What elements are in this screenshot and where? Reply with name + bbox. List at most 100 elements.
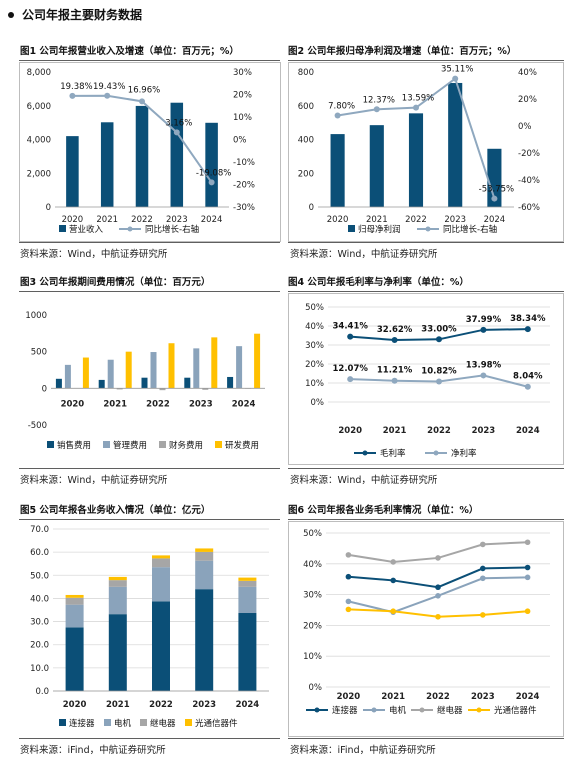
bar-segment xyxy=(152,555,170,559)
data-label: 19.38% xyxy=(60,82,92,92)
line-point xyxy=(390,577,396,584)
line-point xyxy=(413,104,419,111)
fig3-title-rule xyxy=(19,291,280,292)
y-tick-label: 50% xyxy=(305,303,324,313)
bar xyxy=(487,148,502,207)
y-tick-label: 60.0 xyxy=(30,548,49,558)
x-tick-label: 2020 xyxy=(327,215,349,225)
legend-label: 继电器 xyxy=(150,718,176,729)
y-tick-label: 0 xyxy=(42,384,47,394)
y2-tick-label: -10% xyxy=(233,158,255,168)
x-tick-label: 2024 xyxy=(232,399,256,409)
y-tick-label: 30% xyxy=(305,341,324,351)
data-label: 35.11% xyxy=(441,65,473,75)
legend-swatch xyxy=(59,225,66,232)
line-point xyxy=(390,608,396,615)
legend-swatch xyxy=(185,719,192,726)
y2-tick-label: -30% xyxy=(233,203,255,213)
bar-segment xyxy=(238,580,257,587)
x-tick-label: 2020 xyxy=(62,215,84,225)
data-label: 13.59% xyxy=(402,94,434,104)
bar xyxy=(202,388,209,390)
line-point xyxy=(139,98,145,105)
legend-label: 同比增长-右轴 xyxy=(145,224,199,235)
line-point xyxy=(436,378,442,385)
data-label: -53.75% xyxy=(479,185,514,195)
bar-segment xyxy=(195,548,214,552)
fig5-source: 资料来源：iFind，中航证券研究所 xyxy=(20,745,166,756)
bar-segment xyxy=(238,586,257,614)
x-tick-label: 2021 xyxy=(96,215,118,225)
legend-swatch xyxy=(104,719,111,726)
y2-tick-label: 20% xyxy=(518,95,537,105)
fig1-source-rule xyxy=(19,242,280,243)
y-tick-label: 30% xyxy=(303,591,322,601)
bar xyxy=(227,376,234,389)
y-tick-label: 40.0 xyxy=(30,594,49,604)
legend-label: 营业收入 xyxy=(69,224,104,235)
x-tick-label: 2024 xyxy=(201,215,223,225)
bar-segment xyxy=(152,567,170,602)
y2-tick-label: 20% xyxy=(233,91,252,101)
legend-label: 继电器 xyxy=(437,705,463,716)
bar xyxy=(193,348,200,389)
x-tick-label: 2022 xyxy=(146,399,170,409)
data-label: 12.07% xyxy=(332,364,368,374)
bar-segment xyxy=(65,627,84,691)
chart-border xyxy=(288,521,564,737)
page-heading-text: 公司年报主要财务数据 xyxy=(22,8,143,22)
x-tick-label: 2020 xyxy=(61,399,85,409)
y2-tick-label: 0% xyxy=(518,122,532,132)
line-point xyxy=(391,337,398,344)
bar-segment xyxy=(238,613,257,691)
x-tick-label: 2022 xyxy=(131,215,153,225)
bar xyxy=(135,105,149,207)
line-point xyxy=(69,92,76,99)
line-point xyxy=(524,574,531,581)
y-tick-label: 0% xyxy=(309,683,323,693)
line-point xyxy=(480,326,487,333)
fig1-title-rule xyxy=(19,60,280,61)
legend-label: 电机 xyxy=(114,718,132,729)
bar-segment xyxy=(238,577,257,581)
fig6-title: 图6 公司年报各业务毛利率情况（单位：%） xyxy=(288,505,479,516)
line-point xyxy=(524,564,531,571)
y-tick-label: 10% xyxy=(303,652,322,662)
legend-label: 连接器 xyxy=(69,718,95,729)
bar-segment xyxy=(152,601,170,691)
line-point xyxy=(435,584,441,591)
fig1-source: 资料来源：Wind，中航证券研究所 xyxy=(20,249,168,260)
fig6-title-rule xyxy=(288,519,564,520)
y-tick-label: 1000 xyxy=(25,311,47,321)
y-tick-label: 6,000 xyxy=(27,102,51,112)
x-tick-label: 2022 xyxy=(427,426,451,436)
bar-segment xyxy=(108,614,127,691)
y-tick-label: 500 xyxy=(31,348,47,358)
line-point xyxy=(104,92,111,99)
bar xyxy=(168,343,175,389)
x-tick-label: 2021 xyxy=(106,700,130,710)
bar xyxy=(64,364,71,389)
data-label: 7.80% xyxy=(328,101,355,111)
line-point xyxy=(373,106,380,113)
line-point xyxy=(480,372,487,379)
x-tick-label: 2024 xyxy=(484,215,506,225)
y-tick-label: 20% xyxy=(303,621,322,631)
bar xyxy=(100,122,114,207)
legend-label: 毛利率 xyxy=(380,448,406,459)
fig2-title: 图2 公司年报归母净利润及增速（单位：百万元；%） xyxy=(288,46,517,57)
bar-segment xyxy=(108,576,127,581)
line-point xyxy=(524,383,531,390)
x-tick-label: 2023 xyxy=(192,700,216,710)
bar-segment xyxy=(152,558,170,568)
bar xyxy=(369,125,384,207)
y-tick-label: 70.0 xyxy=(30,525,49,535)
y-tick-label: 600 xyxy=(298,102,314,112)
bar-segment xyxy=(65,604,84,628)
x-tick-label: 2024 xyxy=(516,426,540,436)
legend-marker xyxy=(127,226,133,232)
x-tick-label: 2023 xyxy=(472,426,496,436)
y-tick-label: 8,000 xyxy=(27,68,51,78)
y2-tick-label: 10% xyxy=(233,113,252,123)
fig2-source-rule xyxy=(288,242,564,243)
